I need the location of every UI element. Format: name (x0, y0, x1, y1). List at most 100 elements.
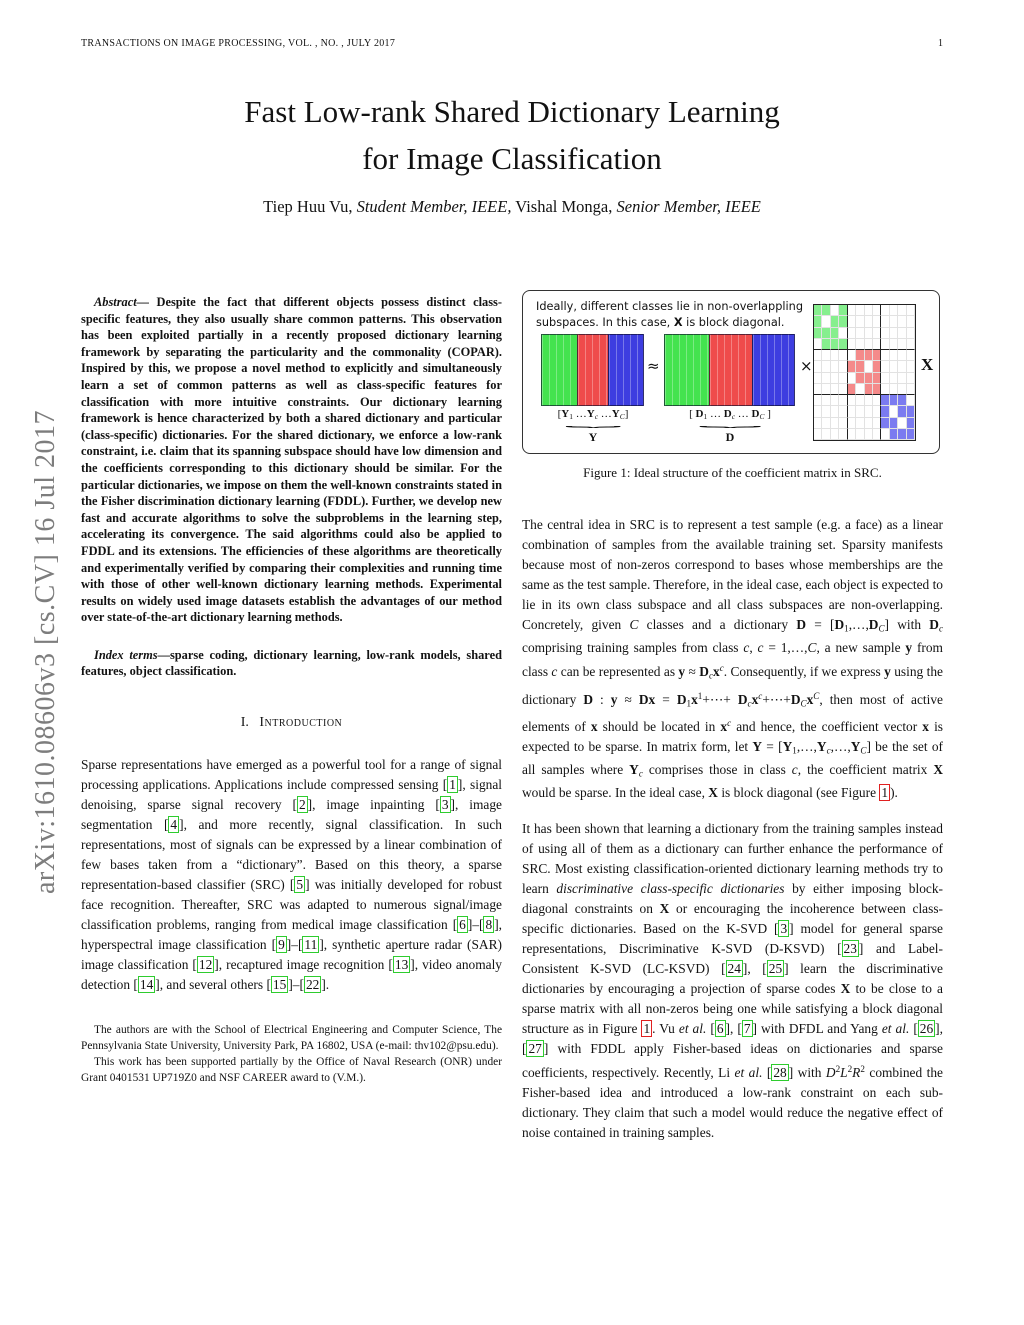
text-run: ] (624, 408, 629, 420)
x-matrix-cell (864, 395, 873, 407)
text-run: ] was initially developed for robust fac… (81, 877, 503, 933)
text-run: x (922, 718, 929, 734)
text-run: x (712, 664, 720, 680)
text-run: c (719, 663, 724, 674)
text-run: D (583, 691, 593, 707)
x-matrix-cell (847, 350, 857, 362)
text-run: Tiep Huu Vu, (263, 197, 357, 216)
text-run: c (731, 411, 736, 421)
text-run: c (757, 640, 764, 656)
text-run: x (806, 691, 814, 707)
citation-link[interactable]: 22 (303, 976, 322, 994)
text-run: D (796, 617, 806, 632)
citation-link[interactable]: 26 (917, 1020, 936, 1038)
text-run: Dx (638, 691, 656, 707)
text-run: discriminative class-specific dictionari… (556, 881, 785, 897)
citation-link[interactable]: 23 (841, 940, 859, 958)
x-matrix-cell (906, 305, 915, 317)
text-run: D (676, 691, 687, 707)
y-brace-label: Y (588, 430, 598, 444)
text-run: [ (689, 408, 696, 420)
citation-link[interactable]: 9 (276, 936, 287, 954)
text-run: … (707, 408, 724, 420)
x-matrix-cell (839, 417, 848, 429)
x-matrix-cell (864, 428, 873, 440)
x-matrix-cell (814, 316, 823, 328)
citation-link[interactable]: 2 (296, 796, 308, 814)
x-matrix-cell (889, 406, 899, 418)
footnote-affiliation: The authors are with the School of Elect… (81, 1024, 502, 1053)
x-matrix-cell (856, 372, 865, 384)
text-run: D (723, 408, 732, 420)
x-matrix-cell (906, 338, 915, 350)
x-matrix-cell (872, 406, 882, 418)
citation-link[interactable]: 15 (270, 976, 289, 994)
x-matrix-cell (898, 350, 907, 362)
matrix-segment (577, 334, 609, 406)
text-run: c (594, 411, 599, 421)
citation-link[interactable]: 6 (714, 1020, 726, 1038)
x-matrix-cell (847, 395, 857, 407)
figure-ref-link[interactable]: 1 (641, 1020, 653, 1038)
figure-ref-link[interactable]: 1 (879, 784, 891, 802)
abstract-lead: Abstract— (94, 295, 150, 309)
text-run: , (749, 640, 758, 656)
citation-link[interactable]: 6 (457, 916, 468, 934)
x-matrix-cell (856, 316, 865, 328)
text-run: ≈ (685, 664, 700, 680)
x-matrix-cell (822, 406, 831, 418)
citation-link[interactable]: 25 (766, 960, 785, 978)
figure-caption-label: Figure 1: (583, 465, 634, 480)
citation-link[interactable]: 13 (392, 956, 411, 974)
text-run: , a new sample (816, 640, 906, 656)
x-matrix-cell (872, 428, 882, 440)
x-matrix-cell (872, 305, 882, 317)
text-run: , the coefficient matrix (797, 762, 934, 778)
citation-link[interactable]: 3 (778, 920, 790, 938)
x-matrix-cell (889, 327, 899, 339)
x-matrix-cell (906, 428, 915, 440)
citation-link[interactable]: 14 (137, 976, 156, 994)
x-matrix-cell (906, 361, 915, 373)
text-run: X (659, 901, 670, 917)
citation-link[interactable]: 3 (439, 796, 451, 814)
paper-title-line1: Fast Low-rank Shared Dictionary Learning (244, 94, 780, 129)
citation-link[interactable]: 28 (771, 1064, 789, 1082)
text-run: = [ (805, 617, 835, 632)
citation-link[interactable]: 24 (725, 960, 743, 978)
text-run: c (708, 670, 713, 681)
citation-link[interactable]: 27 (526, 1040, 544, 1058)
text-run: C (878, 623, 885, 634)
x-matrix-cell (906, 395, 915, 407)
text-run: D (868, 617, 879, 632)
text-run: ]–[ (286, 937, 303, 953)
text-run: 2 (847, 1064, 853, 1075)
text-run: 1 (792, 745, 797, 756)
x-matrix-cell (864, 316, 873, 328)
x-matrix-cell (889, 316, 899, 328)
d-brace-label: D (725, 430, 735, 444)
text-run: comprises those in class (642, 762, 792, 778)
text-run: C (619, 411, 625, 421)
citation-link[interactable]: 12 (196, 956, 215, 974)
x-matrix-cell (864, 327, 873, 339)
citation-link[interactable]: 1 (447, 776, 458, 794)
citation-link[interactable]: 11 (302, 936, 320, 954)
x-matrix-cell (864, 383, 873, 395)
text-run: c (938, 623, 943, 634)
x-matrix-cell (898, 316, 907, 328)
text-run: ,…, (787, 640, 808, 656)
text-run: R (852, 1065, 861, 1081)
citation-link[interactable]: 7 (741, 1020, 753, 1038)
citation-link[interactable]: 5 (294, 876, 306, 894)
text-run: ]–[ (288, 977, 304, 993)
x-matrix-cell (872, 372, 882, 384)
citation-link[interactable]: 8 (483, 916, 495, 934)
text-run: D (834, 617, 845, 632)
x-matrix-cell (864, 361, 873, 373)
index-terms-paragraph: Index terms—sparse coding, dictionary le… (81, 647, 502, 680)
text-run: c (743, 640, 750, 656)
citation-link[interactable]: 4 (168, 816, 180, 834)
x-matrix-label: X (921, 355, 934, 374)
x-matrix-cell (830, 338, 840, 350)
